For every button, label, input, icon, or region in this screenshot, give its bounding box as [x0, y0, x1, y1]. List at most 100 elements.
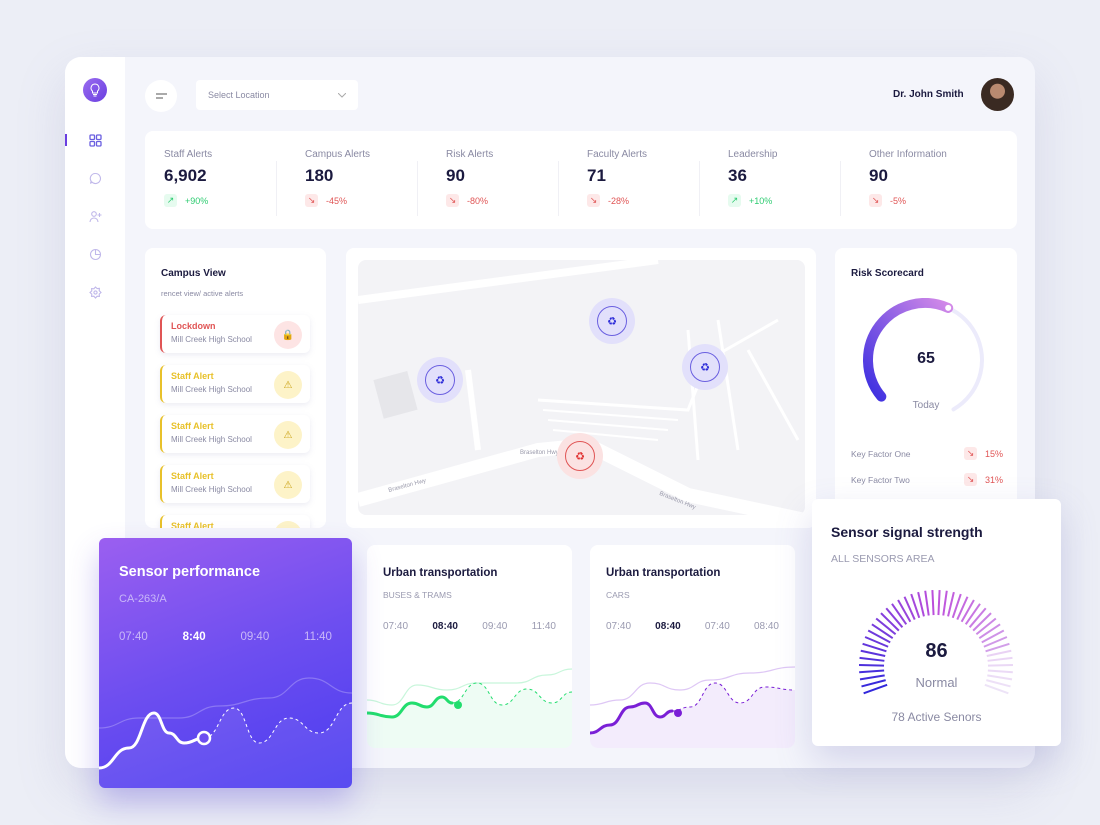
- gauge-tick: [864, 636, 889, 648]
- gauge-tick: [964, 603, 981, 625]
- stat-other-information[interactable]: Other Information 90 ↘ -5%: [869, 149, 999, 213]
- school-marker[interactable]: ♻: [589, 298, 635, 344]
- time-tab[interactable]: 07:40: [606, 621, 632, 632]
- warning-icon: ⚠: [274, 471, 302, 499]
- stat-leadership[interactable]: Leadership 36 ↗ +10%: [728, 149, 858, 213]
- urban-transport-cars-card: Urban transportation CARS 07:40 08:40 07:4…: [590, 545, 795, 748]
- alert-item[interactable]: Lockdown Mill Creek High School 🔒: [160, 315, 310, 353]
- factor-value: 15%: [984, 448, 1003, 459]
- time-tab[interactable]: 11:40: [304, 631, 332, 643]
- alert-item[interactable]: Staff Alert Mill Creek High School ⚠: [160, 465, 310, 503]
- time-tab[interactable]: 08:40: [655, 621, 681, 632]
- gauge-tick: [956, 596, 969, 620]
- lightbulb-logo-icon[interactable]: [83, 78, 107, 102]
- time-tab[interactable]: 08:40: [432, 621, 458, 632]
- stats-card: Staff Alerts 6,902 ↗ +90% Campus Alerts 18…: [145, 131, 1017, 229]
- gauge-tick: [862, 642, 887, 653]
- pie-chart-icon[interactable]: [83, 242, 107, 266]
- warning-icon: ⚠: [274, 421, 302, 449]
- time-tab[interactable]: 8:40: [182, 631, 206, 643]
- street-label: Braselton Hwy: [520, 450, 559, 456]
- risk-caption: Today: [912, 400, 940, 411]
- area-fill: [99, 703, 352, 788]
- forecast-line: [451, 682, 572, 706]
- school-marker[interactable]: ♻: [417, 357, 463, 403]
- stat-staff-alerts[interactable]: Staff Alerts 6,902 ↗ +90%: [164, 149, 294, 213]
- forecast-line: [671, 682, 795, 712]
- stat-change: +10%: [749, 195, 773, 206]
- alert-item[interactable]: Staff Alert Mill Creek High School ⚠: [160, 365, 310, 403]
- gauge-tick: [987, 674, 1013, 681]
- stat-label: Staff Alerts: [164, 149, 213, 160]
- gauge-tick: [910, 593, 921, 619]
- current-point: [196, 730, 212, 746]
- signal-gauge: [858, 590, 1014, 695]
- divider: [417, 161, 418, 216]
- warning-icon: ⚠: [274, 371, 302, 399]
- active-indicator: [65, 134, 67, 146]
- campus-map[interactable]: Braselton Hwy Braselton Hwy Braselton Hw…: [358, 260, 805, 515]
- time-tab[interactable]: 07:40: [383, 621, 409, 632]
- gauge-tick: [987, 656, 1013, 662]
- alert-school: Mill Creek High School: [171, 385, 252, 394]
- time-tab[interactable]: 07:40: [119, 631, 148, 643]
- sensor-id: CA-263/A: [119, 593, 167, 605]
- avatar[interactable]: [981, 78, 1014, 111]
- stat-label: Campus Alerts: [305, 149, 371, 160]
- user-name[interactable]: Dr. John Smith: [893, 89, 964, 100]
- gauge-tick: [987, 669, 1013, 674]
- risk-gauge: [863, 298, 984, 412]
- gauge-tick: [859, 669, 885, 674]
- gauge-tick: [858, 664, 885, 667]
- stat-label: Other Information: [869, 149, 947, 160]
- arrow-up-right-icon: ↗: [728, 194, 741, 207]
- warning-icon: ⚠: [274, 521, 302, 528]
- arrow-down-right-icon: ↘: [963, 447, 977, 460]
- stat-campus-alerts[interactable]: Campus Alerts 180 ↘ -45%: [305, 149, 435, 213]
- time-tab[interactable]: 09:40: [482, 621, 508, 632]
- gauge-tick: [917, 591, 925, 617]
- alert-school: Mill Creek High School: [171, 485, 252, 494]
- location-select[interactable]: Select Location: [196, 80, 358, 110]
- factor-label: Key Factor Two: [851, 474, 910, 485]
- stat-faculty-alerts[interactable]: Faculty Alerts 71 ↘ -28%: [587, 149, 717, 213]
- cars-line-chart: [590, 666, 795, 748]
- alert-item[interactable]: Staff Alert Mill Creek High School ⚠: [160, 415, 310, 453]
- school-marker[interactable]: ♻: [682, 344, 728, 390]
- stat-value: 36: [728, 166, 747, 185]
- chat-icon[interactable]: [83, 166, 107, 190]
- stat-value: 90: [446, 166, 465, 185]
- alert-title: Staff Alert: [171, 371, 214, 381]
- divider: [840, 161, 841, 216]
- menu-button[interactable]: [145, 80, 177, 112]
- key-factor: Key Factor One ↘ 15%: [851, 447, 1003, 460]
- key-factor: Key Factor Two ↘ 31%: [851, 473, 1003, 486]
- active-sensors: 78 Active Senors: [891, 710, 982, 724]
- stat-risk-alerts[interactable]: Risk Alerts 90 ↘ -80%: [446, 149, 576, 213]
- arrow-down-right-icon: ↘: [869, 194, 882, 207]
- settings-icon[interactable]: [83, 280, 107, 304]
- card-title: Urban transportation: [383, 567, 498, 579]
- lock-icon: 🔒: [274, 321, 302, 349]
- alert-item[interactable]: Staff Alert ⚠: [160, 515, 310, 528]
- card-subtitle: CARS: [606, 590, 630, 600]
- time-tab[interactable]: 09:40: [240, 631, 270, 643]
- time-tab[interactable]: 11:40: [531, 621, 556, 632]
- arrow-down-right-icon: ↘: [963, 473, 977, 486]
- school-icon: ♻: [597, 306, 627, 336]
- gauge-tick: [951, 593, 962, 619]
- signal-value: 86: [925, 640, 948, 662]
- add-user-icon[interactable]: [83, 204, 107, 228]
- gauge-tick: [975, 617, 997, 636]
- background-line: [99, 677, 352, 729]
- time-tab[interactable]: 08:40: [753, 621, 779, 632]
- factor-label: Key Factor One: [851, 448, 911, 459]
- time-tab[interactable]: 07:40: [704, 621, 730, 632]
- dashboard-grid-icon[interactable]: [83, 128, 107, 152]
- gauge-tick: [981, 629, 1005, 644]
- gauge-tick: [924, 590, 930, 616]
- school-marker-alert[interactable]: ♻: [557, 433, 603, 479]
- gauge-tick: [859, 656, 885, 662]
- gauge-tick: [985, 642, 1010, 653]
- risk-title: Risk Scorecard: [851, 268, 924, 279]
